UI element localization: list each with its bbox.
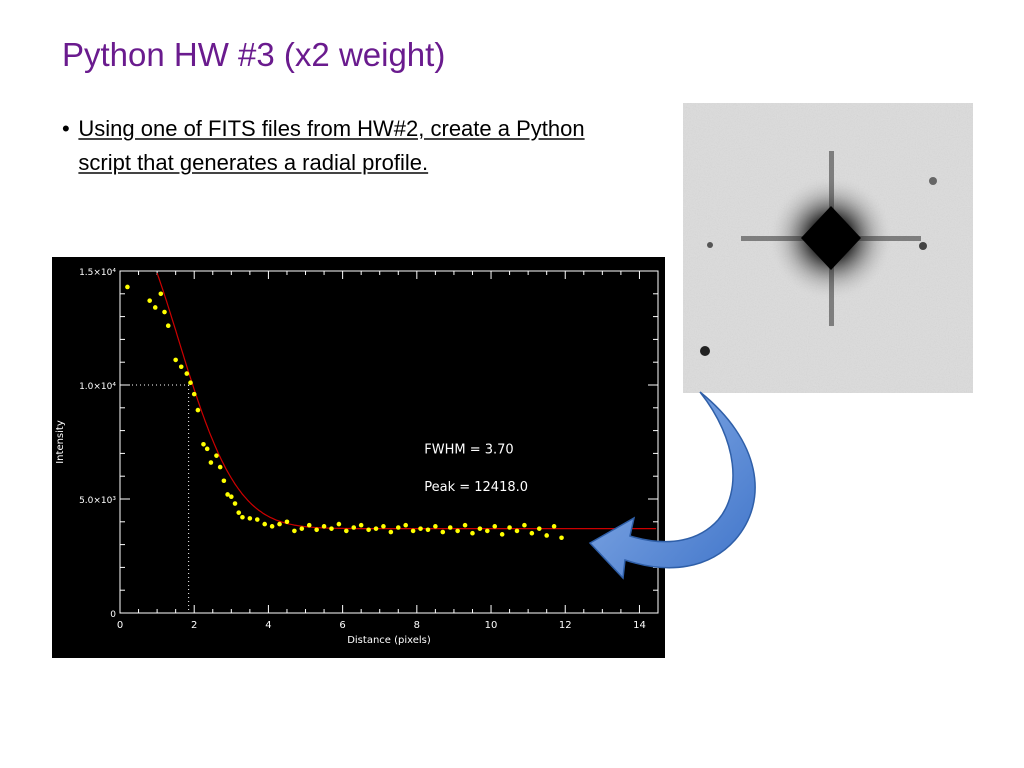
data-point (178, 364, 184, 370)
data-point (351, 525, 357, 530)
data-point (358, 522, 364, 528)
data-point (204, 446, 210, 452)
data-point (173, 357, 178, 363)
data-point (240, 514, 245, 520)
data-point (269, 524, 275, 529)
data-point (284, 519, 290, 525)
data-point (514, 528, 520, 534)
data-point (321, 524, 327, 529)
data-point (388, 529, 394, 535)
data-point (314, 527, 319, 533)
data-point (529, 530, 535, 536)
data-point (147, 298, 152, 303)
data-point (221, 478, 227, 484)
data-point (208, 460, 214, 465)
data-point (373, 526, 379, 531)
y-tick-label: 1.5×10⁴ (79, 268, 116, 278)
data-point (344, 528, 349, 534)
y-tick-label: 0 (110, 610, 116, 620)
data-point (403, 522, 408, 528)
data-point (225, 492, 230, 497)
data-point (232, 501, 238, 506)
data-point (507, 525, 512, 530)
data-point (236, 510, 242, 515)
fit-curve (156, 272, 657, 530)
y-tick-label: 1.0×10⁴ (79, 382, 116, 392)
data-point (366, 527, 371, 533)
data-point (329, 526, 334, 531)
data-point (477, 526, 483, 531)
data-point (440, 529, 446, 535)
x-tick-label: 12 (559, 620, 572, 631)
data-point (195, 407, 201, 413)
data-point (299, 526, 305, 531)
plot-frame (119, 270, 659, 614)
x-tick-label: 4 (265, 620, 271, 631)
data-point (217, 464, 223, 470)
data-point (254, 517, 260, 522)
data-point (201, 441, 206, 447)
data-point (247, 516, 253, 521)
data-point (381, 524, 386, 529)
data-point (229, 494, 234, 500)
data-point (559, 535, 564, 541)
slide-title: Python HW #3 (x2 weight) (62, 36, 446, 73)
data-point (455, 528, 460, 534)
data-point (306, 522, 312, 528)
data-point (191, 391, 197, 397)
data-point (418, 526, 423, 531)
bullet-item: • Using one of FITS files from HW#2, cre… (62, 112, 622, 180)
data-point (162, 309, 167, 315)
x-tick-label: 0 (117, 620, 123, 631)
x-axis-label: Distance (pixels) (347, 635, 431, 646)
data-point (152, 305, 158, 310)
curved-arrow-icon (588, 391, 756, 580)
fwhm-annotation: FWHM = 3.70 (424, 442, 513, 457)
data-point (184, 371, 190, 376)
data-point (165, 323, 171, 329)
bullet-dot: • (62, 116, 70, 141)
data-point (536, 526, 542, 531)
data-point (462, 522, 468, 528)
data-point (158, 291, 164, 297)
x-tick-label: 8 (414, 620, 420, 631)
x-tick-label: 6 (339, 620, 345, 631)
data-point (292, 528, 297, 534)
star-psf-grayscale-image (683, 103, 973, 393)
y-tick-label: 5.0×10³ (79, 496, 116, 506)
bullet-text: Using one of FITS files from HW#2, creat… (78, 116, 585, 175)
x-tick-label: 10 (485, 620, 498, 631)
data-point (336, 521, 342, 527)
y-axis-label: Intensity (55, 420, 66, 464)
data-point (470, 530, 475, 536)
data-point (551, 524, 557, 529)
radial-profile-chart: 0 2 4 6 8 10 12 14 0 5.0×10³ 1.0×10⁴ 1.5×10⁴ Distanc… (52, 257, 665, 658)
data-point (425, 527, 431, 533)
data-point (395, 525, 401, 530)
data-point (447, 525, 453, 530)
data-point (544, 533, 549, 538)
data-point (410, 528, 416, 534)
peak-annotation: Peak = 12418.0 (424, 480, 528, 495)
data-point (262, 521, 268, 527)
data-point (125, 284, 130, 290)
data-point (485, 528, 490, 534)
data-point (277, 521, 282, 527)
x-tick-label: 2 (191, 620, 197, 631)
data-point (433, 524, 438, 529)
x-tick-label: 14 (633, 620, 646, 631)
data-point (522, 522, 527, 528)
data-point (214, 453, 219, 458)
data-point (188, 380, 193, 386)
data-point (492, 524, 498, 529)
data-point (499, 532, 505, 537)
